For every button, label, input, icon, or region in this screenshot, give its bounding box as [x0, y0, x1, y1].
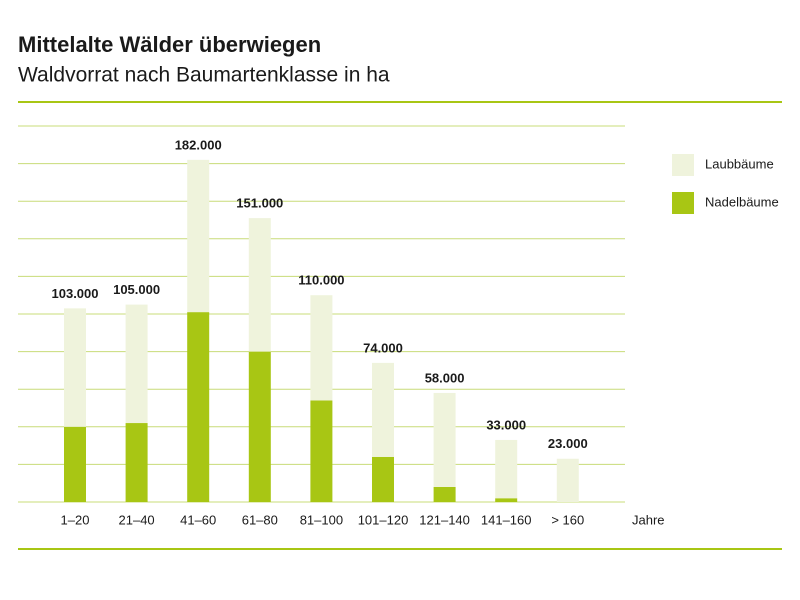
- bar-segment: [495, 439, 518, 499]
- value-label: 103.000: [52, 286, 99, 301]
- value-label: 23.000: [548, 436, 588, 451]
- x-tick-label: 41–60: [180, 512, 216, 527]
- legend-label: Laubbäume: [705, 156, 774, 171]
- x-tick-label: 121–140: [419, 512, 470, 527]
- x-tick-label: 61–80: [242, 512, 278, 527]
- legend-label: Nadelbäume: [705, 194, 779, 209]
- bar-segment: [125, 304, 148, 424]
- bar-segment: [64, 308, 86, 427]
- bar-segment: [125, 423, 148, 502]
- bar-segment: [248, 218, 271, 352]
- x-tick-label: 21–40: [119, 512, 155, 527]
- value-label: 151.000: [236, 196, 283, 211]
- legend-swatch: [672, 154, 694, 176]
- bar-segment: [310, 295, 333, 401]
- bar-segment: [372, 456, 394, 502]
- value-label: 58.000: [425, 370, 465, 385]
- legend-swatch: [672, 192, 694, 214]
- x-tick-label: 101–120: [358, 512, 409, 527]
- bar-segment: [433, 392, 456, 487]
- value-label: 74.000: [363, 340, 403, 355]
- value-label: 110.000: [298, 273, 344, 288]
- bar-segment: [187, 159, 210, 313]
- bar-segment: [187, 312, 210, 502]
- value-label: 105.000: [113, 282, 160, 297]
- bar-segment: [433, 486, 456, 502]
- value-label: 182.000: [175, 137, 222, 152]
- bar-segment: [372, 362, 394, 457]
- chart-title: Mittelalte Wälder überwiegen: [18, 32, 321, 57]
- x-tick-label: 81–100: [300, 512, 343, 527]
- x-tick-label: 1–20: [61, 512, 90, 527]
- x-tick-label: 141–160: [481, 512, 532, 527]
- bar-segment: [310, 400, 333, 502]
- bar-segment: [248, 351, 271, 502]
- x-tick-label: > 160: [551, 512, 584, 527]
- x-axis-label: Jahre: [632, 512, 665, 527]
- value-label: 33.000: [486, 417, 526, 432]
- bar-segment: [64, 426, 86, 502]
- bar-segment: [495, 498, 518, 502]
- chart-subtitle: Waldvorrat nach Baumartenklasse in ha: [18, 64, 390, 87]
- bar-segment: [556, 458, 579, 502]
